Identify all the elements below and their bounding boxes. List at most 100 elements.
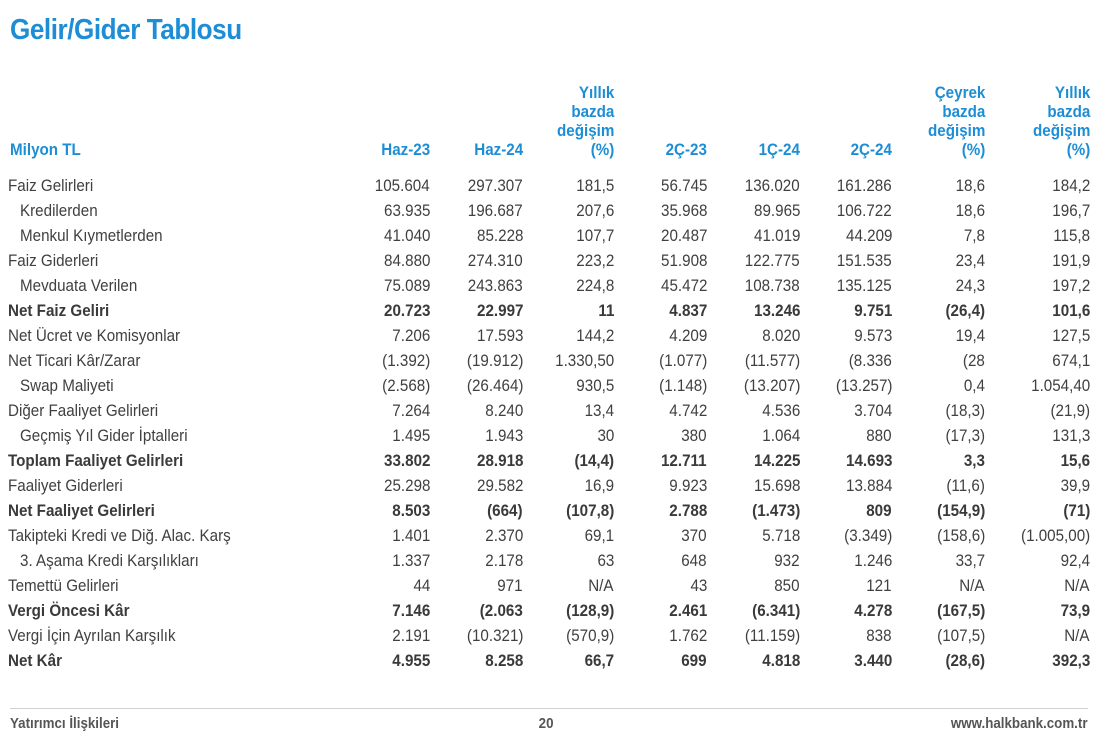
table-cell: 144,2 — [576, 327, 614, 345]
column-label-header: Milyon TL — [10, 141, 81, 159]
table-cell: (3.349) — [843, 527, 892, 545]
table-cell: 85.228 — [476, 227, 523, 245]
table-cell: 223,2 — [576, 252, 614, 270]
table-cell: 25.298 — [383, 477, 430, 495]
table-cell: 13.884 — [845, 477, 892, 495]
table-row: Net Ticari Kâr/Zarar (1.392) (19.912) 1.330… — [0, 349, 1120, 374]
table-row: Diğer Faaliyet Gelirleri 7.264 8.240 13,4 4.… — [0, 399, 1120, 424]
table-cell: 63.935 — [383, 202, 430, 220]
table-cell: (28 — [963, 352, 985, 370]
table-cell: 274.310 — [468, 252, 523, 270]
table-cell: 56.745 — [660, 177, 707, 195]
table-cell: (2.063 — [479, 602, 523, 620]
table-cell: 838 — [866, 627, 892, 645]
table-cell: 0,4 — [963, 377, 985, 395]
table-cell: 7.264 — [392, 402, 430, 420]
table-cell: 184,2 — [1052, 177, 1090, 195]
row-label: Faiz Giderleri — [8, 252, 99, 270]
table-cell: 43 — [690, 577, 707, 595]
table-cell: (8.336 — [848, 352, 892, 370]
table-row: Faiz Giderleri 84.880 274.310 223,2 51.908 12… — [0, 249, 1120, 274]
table-cell: (26,4) — [945, 302, 985, 320]
table-cell: 648 — [681, 552, 707, 570]
table-cell: 105.604 — [375, 177, 430, 195]
table-cell: N/A — [1064, 627, 1090, 645]
table-cell: (167,5) — [936, 602, 985, 620]
table-cell: 1.330,50 — [554, 352, 614, 370]
table-cell: 66,7 — [584, 652, 614, 670]
table-cell: (1.392) — [381, 352, 430, 370]
table-cell: 161.286 — [837, 177, 892, 195]
table-cell: 63 — [597, 552, 614, 570]
table-cell: 1.495 — [392, 427, 430, 445]
column-header-line: Yıllık — [1054, 84, 1090, 102]
table-cell: 196,7 — [1052, 202, 1090, 220]
table-cell: 2.178 — [485, 552, 523, 570]
table-cell: N/A — [959, 577, 985, 595]
table-cell: 9.751 — [854, 302, 892, 320]
row-label: Toplam Faaliyet Gelirleri — [8, 452, 184, 470]
table-cell: 33,7 — [955, 552, 985, 570]
table-cell: 2.370 — [485, 527, 523, 545]
table-cell: 41.019 — [753, 227, 800, 245]
row-label: Faiz Gelirleri — [8, 177, 94, 195]
column-header-line: Haz-23 — [381, 141, 430, 159]
table-row: Takipteki Kredi ve Diğ. Alac. Karş 1.401 2… — [0, 524, 1120, 549]
table-cell: 35.968 — [660, 202, 707, 220]
row-label: Net Faaliyet Gelirleri — [8, 502, 155, 520]
table-cell: (13.207) — [743, 377, 800, 395]
column-header-line: (%) — [1066, 141, 1090, 159]
table-cell: 191,9 — [1052, 252, 1090, 270]
table-row: Toplam Faaliyet Gelirleri 33.802 28.918 (14… — [0, 449, 1120, 474]
footer-website[interactable]: www.halkbank.com.tr — [951, 716, 1088, 732]
table-row: Temettü Gelirleri 44 971 N/A 43 850 121 N/A N/A — [0, 574, 1120, 599]
column-header: 1Ç-24 — [759, 141, 800, 160]
table-cell: 18,6 — [955, 202, 985, 220]
table-cell: 13.246 — [753, 302, 800, 320]
table-cell: 1.064 — [762, 427, 800, 445]
table-cell: 23,4 — [955, 252, 985, 270]
table-cell: 5.718 — [762, 527, 800, 545]
column-header-line: bazda — [941, 103, 985, 121]
column-header-line: değişim — [927, 122, 985, 140]
table-cell: 115,8 — [1053, 227, 1090, 245]
table-cell: (154,9) — [936, 502, 985, 520]
row-label: Takipteki Kredi ve Diğ. Alac. Karş — [8, 527, 231, 545]
table-cell: 41.040 — [383, 227, 430, 245]
table-cell: 7.206 — [392, 327, 430, 345]
column-header-line: Haz-24 — [474, 141, 523, 159]
table-row: Faiz Gelirleri 105.604 297.307 181,5 56.745 1… — [0, 174, 1120, 199]
row-label: Menkul Kıymetlerden — [20, 227, 163, 245]
table-cell: 15.698 — [753, 477, 800, 495]
table-cell: 850 — [774, 577, 800, 595]
row-label: Mevduata Verilen — [20, 277, 138, 295]
column-header: 2Ç-24 — [851, 141, 892, 160]
table-cell: 8.503 — [392, 502, 430, 520]
column-header-line: 2Ç-23 — [665, 141, 707, 159]
column-header-line: (%) — [590, 141, 614, 159]
table-cell: (1.005,00) — [1020, 527, 1090, 545]
table-row: Vergi İçin Ayrılan Karşılık 2.191 (10.321)… — [0, 624, 1120, 649]
column-header-line: bazda — [1046, 103, 1090, 121]
table-cell: 4.742 — [669, 402, 707, 420]
table-cell: 4.536 — [762, 402, 800, 420]
table-cell: 971 — [497, 577, 523, 595]
table-cell: 243.863 — [468, 277, 523, 295]
table-row: Swap Maliyeti (2.568) (26.464) 930,5 (1.148)… — [0, 374, 1120, 399]
table-cell: (158,6) — [936, 527, 985, 545]
row-label: Temettü Gelirleri — [8, 577, 119, 595]
page-number: 20 — [538, 716, 554, 732]
table-cell: 45.472 — [660, 277, 707, 295]
table-cell: (18,3) — [945, 402, 985, 420]
row-label: Net Ticari Kâr/Zarar — [8, 352, 141, 370]
table-cell: 4.818 — [762, 652, 800, 670]
table-cell: 28.918 — [476, 452, 523, 470]
table-row: Net Faiz Geliri 20.723 22.997 11 4.837 13.246… — [0, 299, 1120, 324]
table-cell: (21,9) — [1050, 402, 1090, 420]
table-cell: 8.240 — [485, 402, 523, 420]
table-cell: 15,6 — [1060, 452, 1090, 470]
column-header-line: Çeyrek — [934, 84, 985, 102]
table-cell: N/A — [588, 577, 614, 595]
table-cell: 297.307 — [468, 177, 523, 195]
table-cell: 9.923 — [669, 477, 707, 495]
